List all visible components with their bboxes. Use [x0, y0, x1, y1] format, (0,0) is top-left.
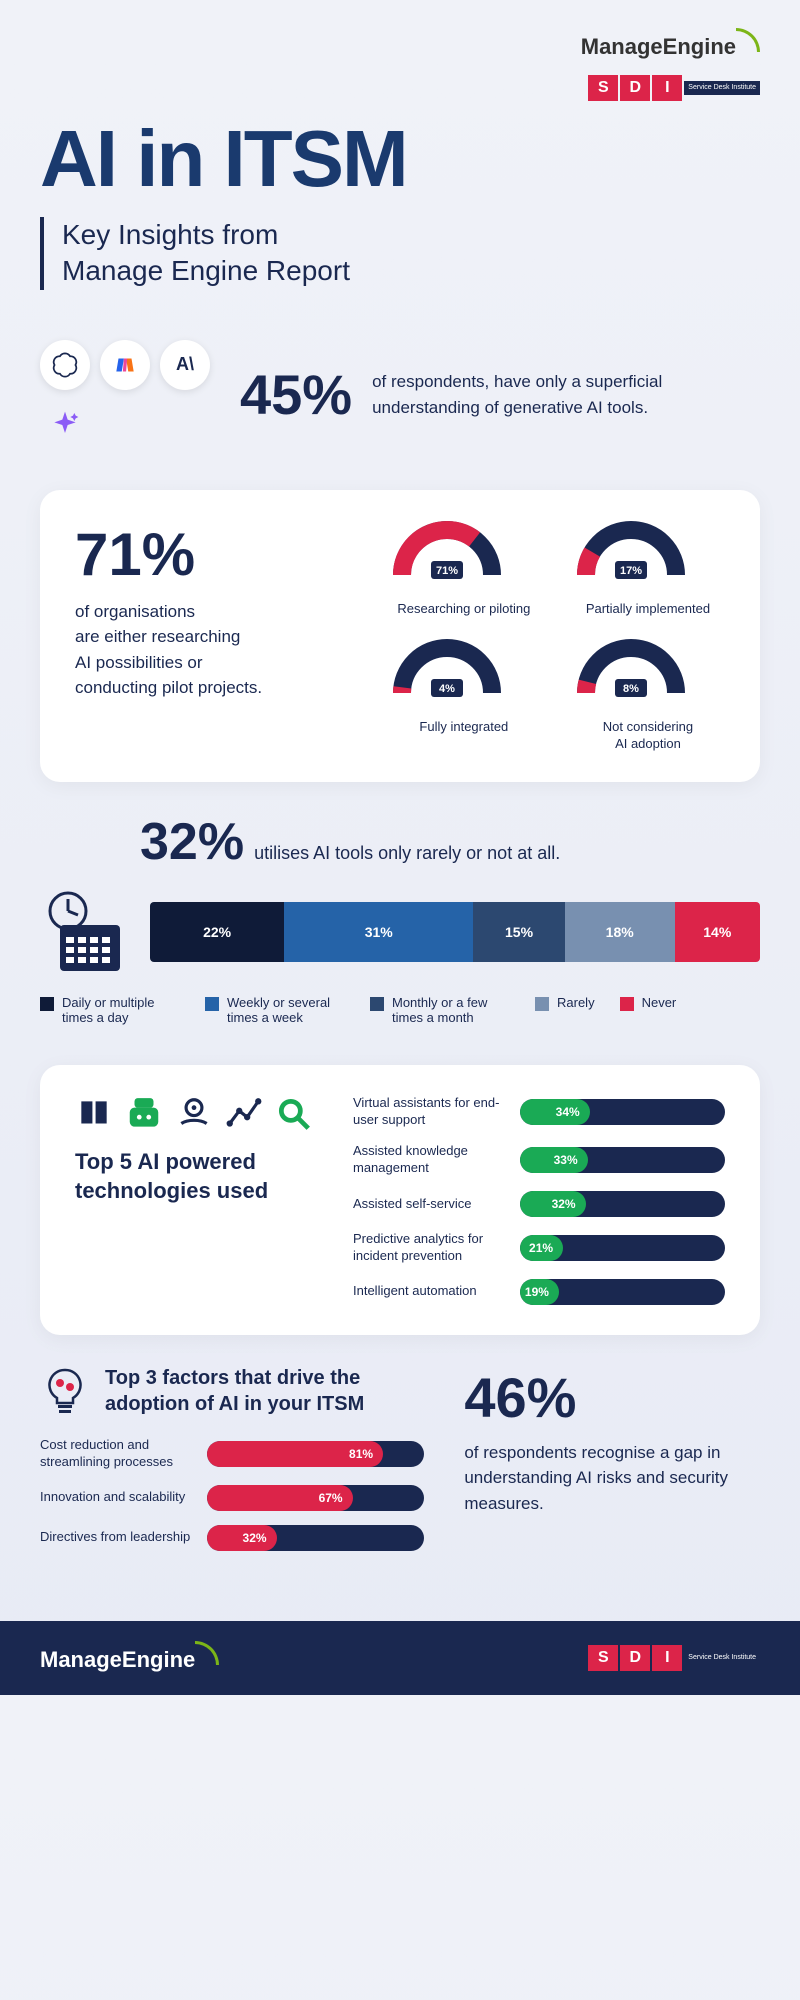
footer-manage-engine-logo: ManageEngine	[40, 1643, 219, 1673]
bar-track: 33%	[520, 1147, 725, 1173]
sparkle-icon	[40, 400, 90, 450]
bar-row: Assisted knowledge management 33%	[353, 1143, 725, 1177]
svg-text:71%: 71%	[436, 565, 458, 577]
svg-text:8%: 8%	[623, 683, 639, 695]
subtitle: Key Insights from Manage Engine Report	[62, 217, 760, 290]
bar-fill: 33%	[520, 1147, 588, 1173]
book-icon	[75, 1095, 113, 1133]
bar-row: Cost reduction and streamlining processe…	[40, 1437, 424, 1471]
ai-icon-cluster: A\	[40, 340, 220, 450]
tech-bars: Virtual assistants for end-user support …	[353, 1095, 725, 1304]
usage-segment: 14%	[675, 902, 760, 962]
bar-track: 21%	[520, 1235, 725, 1261]
bar-row: Intelligent automation 19%	[353, 1279, 725, 1305]
bar-fill: 81%	[207, 1441, 383, 1467]
stat-45-pct: 45%	[240, 362, 352, 427]
bar-label: Assisted knowledge management	[353, 1143, 508, 1177]
bar-row: Assisted self-service 32%	[353, 1191, 725, 1217]
legend-item: Weekly or several times a week	[205, 995, 345, 1025]
stat-46-pct: 46%	[464, 1365, 760, 1430]
usage-stacked-bar: 22%31%15%18%14%	[150, 902, 760, 962]
stat-45-text: of respondents, have only a superficial …	[372, 369, 672, 420]
bar-track: 32%	[520, 1191, 725, 1217]
manage-engine-logo: ManageEngine	[581, 30, 760, 60]
magnifier-icon	[275, 1095, 313, 1133]
factors-title: Top 3 factors that drive the adoption of…	[105, 1365, 424, 1417]
bar-label: Predictive analytics for incident preven…	[353, 1231, 508, 1265]
gauge-grid: 71% Researching or piloting 17% Partiall…	[387, 520, 725, 753]
bar-row: Innovation and scalability 67%	[40, 1485, 424, 1511]
section-technologies-card: Top 5 AI powered technologies used Virtu…	[40, 1065, 760, 1334]
usage-segment: 22%	[150, 902, 284, 962]
chatbot-icon	[125, 1095, 163, 1133]
bar-fill: 34%	[520, 1099, 590, 1125]
bar-track: 34%	[520, 1099, 725, 1125]
section-usage: 32% utilises AI tools only rarely or not…	[40, 812, 760, 1025]
stat-71-text: of organisations are either researching …	[75, 599, 357, 701]
bar-label: Intelligent automation	[353, 1283, 508, 1300]
bar-track: 67%	[207, 1485, 424, 1511]
bar-label: Innovation and scalability	[40, 1489, 195, 1506]
legend-item: Daily or multiple times a day	[40, 995, 180, 1025]
factors-bars: Cost reduction and streamlining processe…	[40, 1437, 424, 1551]
legend-item: Monthly or a few times a month	[370, 995, 510, 1025]
gauge-item: 8% Not considering AI adoption	[571, 638, 725, 753]
svg-text:17%: 17%	[620, 565, 642, 577]
gauge-label: Fully integrated	[387, 719, 541, 736]
sdi-logo: S D I Service Desk Institute	[588, 75, 760, 101]
bar-fill: 21%	[520, 1235, 563, 1261]
bar-label: Virtual assistants for end-user support	[353, 1095, 508, 1129]
legend-item: Never	[620, 995, 677, 1025]
gauge-item: 71% Researching or piloting	[387, 520, 541, 618]
bar-track: 32%	[207, 1525, 424, 1551]
bar-track: 19%	[520, 1279, 725, 1305]
section-superficial: A\ 45% of respondents, have only a super…	[40, 340, 760, 450]
bar-fill: 19%	[520, 1279, 559, 1305]
clock-calendar-icon	[40, 887, 130, 977]
bar-row: Predictive analytics for incident preven…	[353, 1231, 725, 1265]
stat-46-text: of respondents recognise a gap in unders…	[464, 1440, 760, 1517]
stat-32-pct: 32%	[140, 812, 244, 872]
analytics-icon	[225, 1095, 263, 1133]
bar-row: Directives from leadership 32%	[40, 1525, 424, 1551]
usage-legend: Daily or multiple times a day Weekly or s…	[40, 995, 760, 1025]
header: ManageEngine S D I Service Desk Institut…	[40, 30, 760, 101]
usage-segment: 31%	[284, 902, 473, 962]
bar-label: Directives from leadership	[40, 1529, 195, 1546]
stat-32-text: utilises AI tools only rarely or not at …	[254, 840, 560, 867]
tech-icon-row	[75, 1095, 323, 1133]
stat-71-pct: 71%	[75, 520, 357, 589]
bulb-gears-icon	[40, 1365, 90, 1415]
copilot-icon	[100, 340, 150, 390]
svg-text:4%: 4%	[439, 683, 455, 695]
gear-hand-icon	[175, 1095, 213, 1133]
anthropic-icon: A\	[160, 340, 210, 390]
gauge-item: 4% Fully integrated	[387, 638, 541, 753]
bar-fill: 67%	[207, 1485, 353, 1511]
bar-label: Assisted self-service	[353, 1196, 508, 1213]
tech-title: Top 5 AI powered technologies used	[75, 1148, 323, 1205]
legend-item: Rarely	[535, 995, 595, 1025]
page-title: AI in ITSM	[40, 121, 760, 197]
gauge-label: Researching or piloting	[387, 601, 541, 618]
bar-row: Virtual assistants for end-user support …	[353, 1095, 725, 1129]
gauge-label: Partially implemented	[571, 601, 725, 618]
bar-track: 81%	[207, 1441, 424, 1467]
section-factors: Top 3 factors that drive the adoption of…	[40, 1365, 760, 1551]
usage-segment: 15%	[473, 902, 565, 962]
bar-fill: 32%	[520, 1191, 586, 1217]
footer: ManageEngine S D I Service Desk Institut…	[0, 1621, 800, 1695]
usage-segment: 18%	[565, 902, 675, 962]
section-organisations-card: 71% of organisations are either research…	[40, 490, 760, 783]
gauge-label: Not considering AI adoption	[571, 719, 725, 753]
bar-label: Cost reduction and streamlining processe…	[40, 1437, 195, 1471]
bar-fill: 32%	[207, 1525, 277, 1551]
footer-sdi-logo: S D I Service Desk Institute	[588, 1645, 760, 1671]
gauge-item: 17% Partially implemented	[571, 520, 725, 618]
openai-icon	[40, 340, 90, 390]
